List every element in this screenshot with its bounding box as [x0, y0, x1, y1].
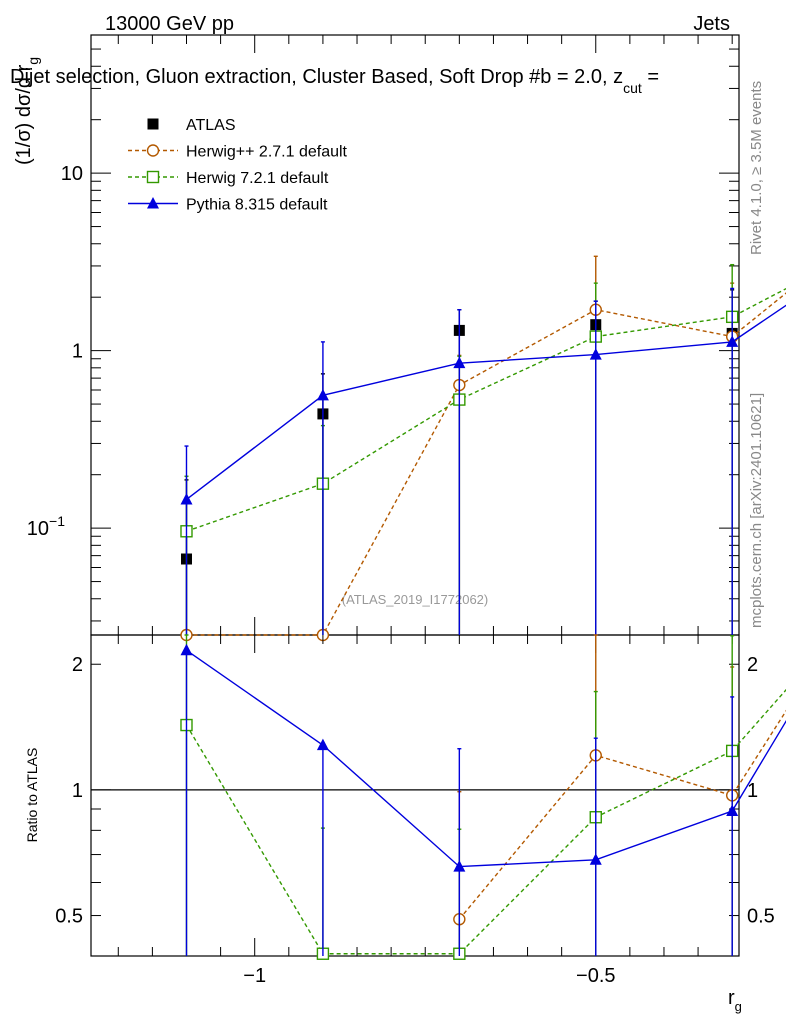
selection-title-sub: cut [623, 80, 642, 96]
ratio-panel-axes: 0.5 0.5 1 1 2 2 −1 −0.5 [55, 635, 775, 987]
legend-marker-atlas [147, 118, 159, 130]
main-marker-pythia-8-315-default [453, 356, 466, 369]
legend-marker-pythia-8-315-default [147, 197, 159, 209]
mcplots-label: mcplots.cern.ch [arXiv:2401.10621] [748, 393, 765, 628]
main-ylabel-text: (1/σ) dσ/d r [13, 64, 35, 165]
ratio-ytick-label: 1 [72, 780, 83, 802]
ratio-series-line-herwig-2-7-1-default [458, 709, 786, 920]
main-series-line-pythia-8-315-default [186, 304, 786, 501]
main-ytick-label: 10−1 [27, 513, 65, 540]
main-ylabel-sub: g [25, 57, 41, 65]
ratio-ylabel: Ratio to ATLAS [24, 748, 40, 843]
ratio-xlabel-sub: g [735, 999, 742, 1014]
ratio-marker-pythia-8-315-default [726, 804, 739, 817]
ratio-xlabel: rg [728, 987, 742, 1014]
ratio-xtick-label: −1 [243, 965, 266, 987]
analysis-watermark: (ATLAS_2019_I1772062) [342, 592, 488, 607]
ratio-ytick-label-right: 2 [747, 654, 758, 676]
category-label: Jets [693, 13, 730, 35]
ratio-xtick-label: −0.5 [576, 965, 615, 987]
ratio-series-line-pythia-8-315-default [186, 649, 786, 868]
ratio-panel-frame [90, 634, 740, 957]
main-ylabel: (1/σ) dσ/d rg [13, 57, 41, 165]
main-ytick-label: 1 [72, 341, 83, 363]
ratio-series-line-herwig-7-2-1-default [185, 688, 786, 955]
legend-label-atlas: ATLAS [186, 117, 236, 134]
selection-title-main: Dijet selection, Gluon extraction, Clust… [10, 66, 623, 88]
selection-title-tail: = [642, 66, 659, 88]
ratio-marker-pythia-8-315-default [180, 643, 193, 656]
main-ytick-label: 10 [61, 163, 83, 185]
legend-marker-herwig-7-2-1-default [146, 170, 160, 184]
ratio-marker-pythia-8-315-default [316, 738, 329, 751]
ratio-xlabel-text: r [728, 987, 735, 1009]
ratio-ytick-label: 0.5 [55, 906, 83, 928]
main-marker-pythia-8-315-default [589, 348, 602, 360]
main-marker-pythia-8-315-default [316, 388, 329, 401]
ratio-marker-pythia-8-315-default [453, 860, 466, 872]
ratio-ytick-label: 2 [72, 654, 83, 676]
main-series-line-herwig-7-2-1-default [186, 287, 786, 532]
legend-label-herwig-2-7-1-default: Herwig++ 2.7.1 default [186, 144, 348, 161]
ratio-panel-series [180, 634, 786, 960]
ratio-ytick-label-right: 1 [747, 780, 758, 802]
rivet-version-label: Rivet 4.1.0, ≥ 3.5M events [748, 81, 765, 255]
main-marker-pythia-8-315-default [726, 335, 739, 347]
main-marker-pythia-8-315-default [180, 492, 193, 505]
legend-label-pythia-8-315-default: Pythia 8.315 default [186, 197, 328, 214]
energy-label: 13000 GeV pp [105, 13, 234, 35]
main-panel-axes: 10−1 1 10 [27, 34, 739, 635]
main-series-line-herwig-2-7-1-default [186, 292, 786, 636]
ratio-ytick-label-right: 0.5 [747, 906, 775, 928]
legend: ATLAS Herwig++ 2.7.1 default Herwig 7.2.1 … [128, 117, 348, 214]
legend-label-herwig-7-2-1-default: Herwig 7.2.1 default [186, 170, 329, 187]
legend-marker-herwig-2-7-1-default [146, 144, 160, 157]
selection-title: Dijet selection, Gluon extraction, Clust… [10, 66, 659, 96]
ratio-marker-pythia-8-315-default [589, 853, 602, 865]
main-panel-series [180, 255, 786, 642]
